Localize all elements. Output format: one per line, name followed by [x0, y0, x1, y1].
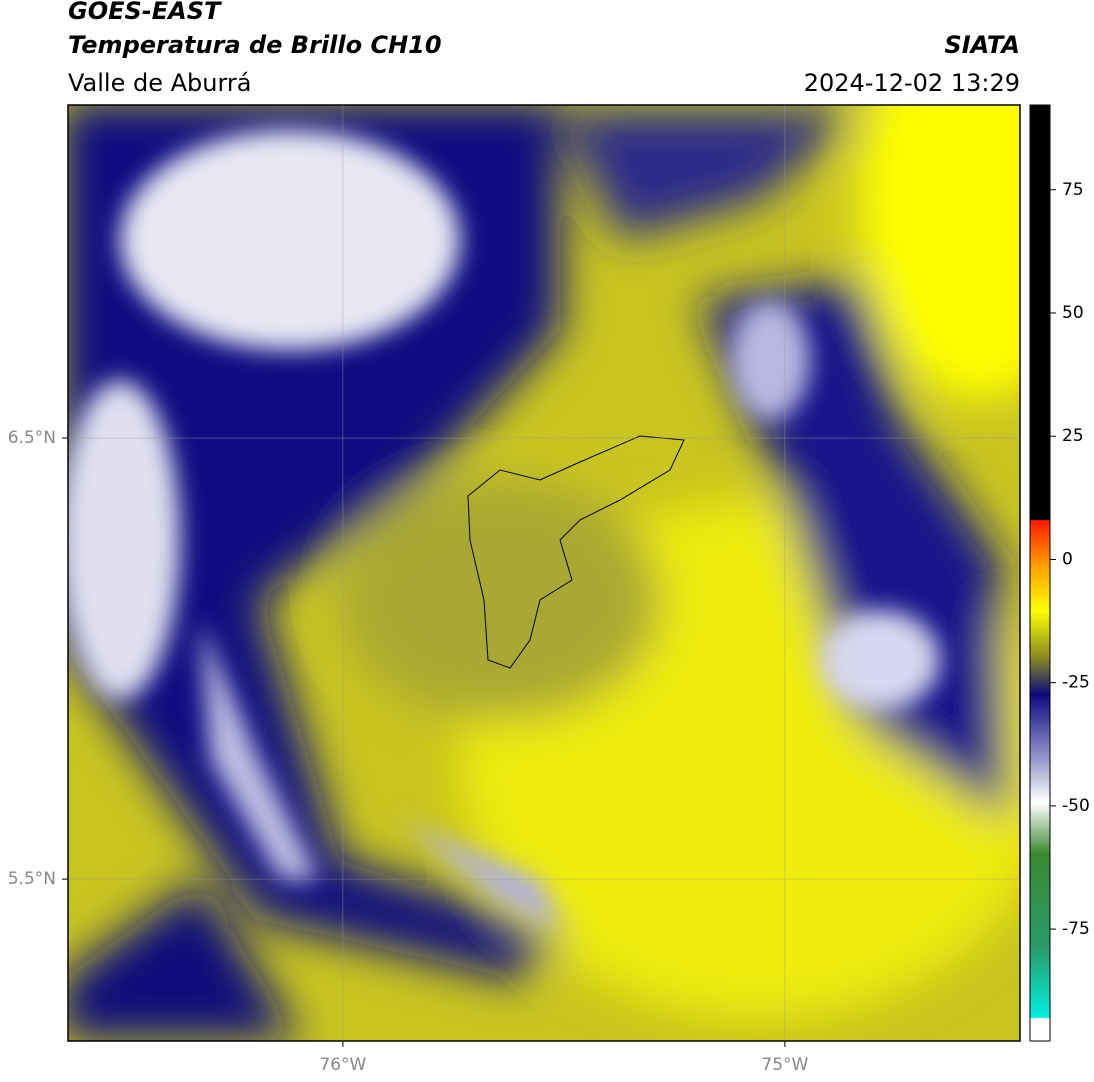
colorbar-label: 75 — [1062, 180, 1084, 200]
map-frame — [67, 104, 1021, 1042]
subtitle: Temperatura de Brillo CH10 — [68, 31, 442, 59]
lat-tick-label: 6.5°N — [8, 428, 56, 448]
title: GOES-EAST — [68, 0, 222, 25]
region: Valle de Aburrá — [68, 69, 252, 97]
lat-tick-label: 5.5°N — [8, 869, 56, 889]
colorbar-label: -25 — [1062, 673, 1090, 693]
colorbar-label: 0 — [1062, 549, 1073, 569]
satellite-image — [68, 105, 1020, 1041]
colorbar-label: 50 — [1062, 303, 1084, 323]
lon-tick-label: 75°W — [761, 1055, 808, 1075]
source: SIATA — [944, 31, 1020, 59]
colorbar — [1029, 104, 1051, 1042]
colorbar-label: -75 — [1062, 919, 1090, 939]
valley-boundary — [467, 435, 685, 669]
lon-tick-label: 76°W — [319, 1055, 366, 1075]
colorbar-label: 25 — [1062, 426, 1084, 446]
colorbar-label: -50 — [1062, 796, 1090, 816]
datetime: 2024-12-02 13:29 — [804, 69, 1020, 97]
